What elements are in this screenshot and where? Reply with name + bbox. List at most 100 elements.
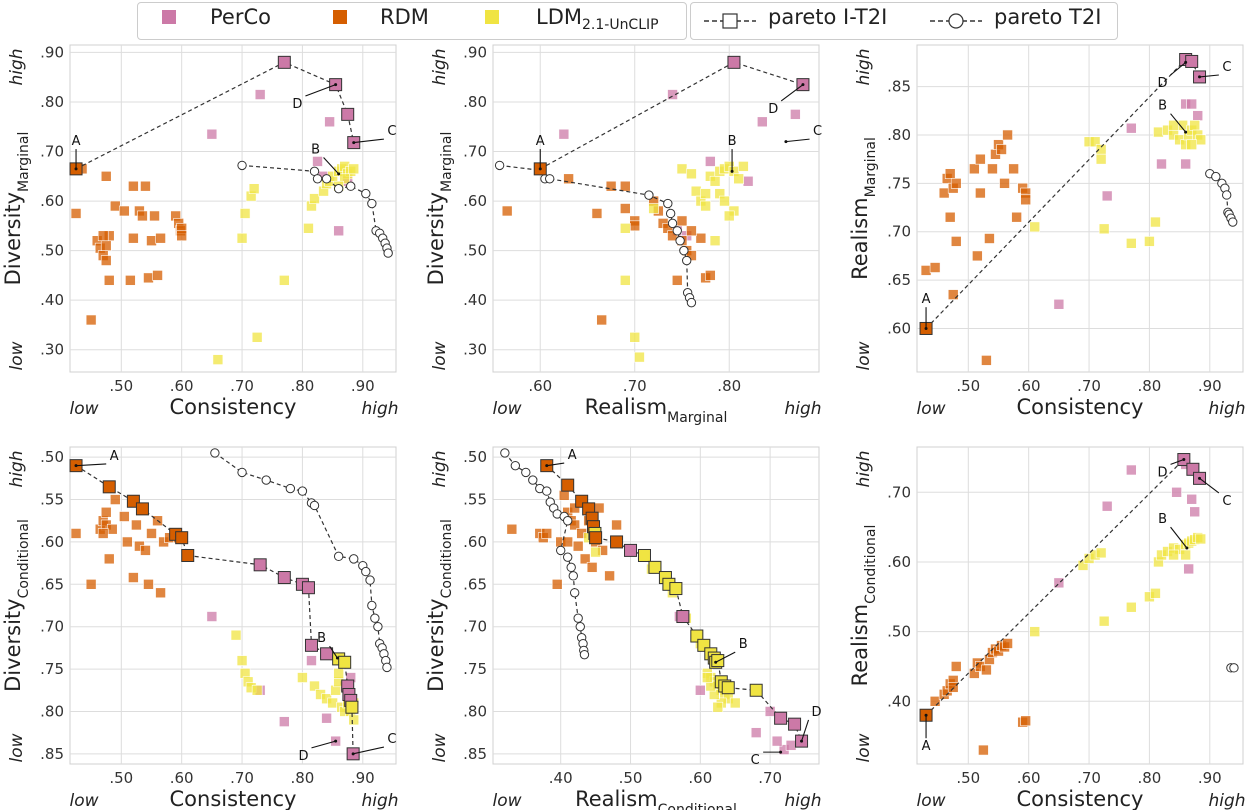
y-axis-low-label: low [7,341,27,370]
y-axis-low-label: low [430,733,450,762]
y-tick-label: .50 [887,623,911,641]
annotation-point [74,167,78,171]
data-point [619,223,631,234]
data-point [551,579,563,590]
data-point [771,735,783,747]
x-tick-label: .80 [290,769,314,787]
data-point [785,740,797,751]
data-point [978,744,989,756]
y-tick-label: .70 [463,143,487,161]
y-tick-label: .80 [40,702,64,720]
data-point [155,232,166,244]
data-point [619,180,631,192]
pareto-i-t2i-line [925,58,1201,329]
annotation-label: C [387,124,396,139]
data-point [596,314,607,326]
series-pareto-i-t2i [540,459,809,748]
data-point [742,175,754,187]
annotation-label: D [292,97,302,112]
pareto-i-t2i-point [721,681,735,695]
pareto-i-t2i-point [345,700,359,714]
data-point [103,553,115,565]
pareto-t2i-point [365,575,375,585]
data-point [1101,500,1113,512]
pareto-i-t2i-point [338,655,352,669]
data-point [686,225,697,237]
data-point [944,168,956,179]
subplot-2: .60 .70 .80 .30 .40 .50 .60 .70 .80 .90 A B C D Realis… [424,43,822,426]
data-point [176,230,187,242]
data-point [1180,158,1191,170]
y-axis-low-label: low [854,341,874,370]
annotation-point [779,750,783,754]
x-tick-label: .80 [1137,769,1161,787]
pareto-t2i-point [261,475,271,485]
pareto-t2i-point [346,181,356,191]
y-tick-label: .60 [463,533,487,551]
y-tick-label: .60 [40,533,64,551]
x-tick-label: .70 [623,377,647,395]
data-point [106,523,118,535]
series-pareto-t2i [1205,168,1238,227]
data-point [593,502,605,514]
data-point [97,230,109,242]
x-tick-label: .90 [351,377,375,395]
y-tick-label: .55 [40,491,64,509]
y-tick-label: .60 [887,319,911,337]
data-point [239,208,251,219]
data-point [695,684,706,696]
data-point [738,161,749,172]
data-point [309,193,320,204]
data-point [312,156,323,167]
annotation-arrow [353,746,385,755]
legend-label-perco: PerCo [210,5,271,29]
pareto-t2i-point [568,571,578,581]
annotation-label: D [1158,76,1168,91]
data-point [506,523,518,535]
data-point [321,712,332,724]
data-point [947,289,959,300]
data-point [1077,560,1089,571]
data-point [611,519,622,531]
data-point [969,163,980,175]
data-point [1098,615,1110,627]
pareto-i-t2i-point [624,543,638,557]
y-axis-label: DiversityConditional [424,519,455,692]
x-tick-label: .60 [1017,769,1041,787]
data-point [339,173,350,185]
data-point [1150,216,1161,228]
data-point [705,270,716,281]
pareto-t2i-line [504,452,585,655]
x-tick-label: .50 [109,769,133,787]
pareto-i-t2i-point [648,560,662,574]
data-point [1053,577,1065,589]
subplot-4: .50 .60 .70 .80 .90 .50 .55 .60 .65 .70 .75 .80 .85 A… [1,446,399,810]
series-pareto-t2i [210,448,392,673]
data-point [981,355,992,366]
data-point [100,506,112,518]
x-tick-label: .50 [109,377,133,395]
y-tick-label: .90 [463,43,487,61]
data-point [686,168,697,180]
data-point [251,332,263,343]
x-axis-high-label: high [361,399,398,419]
y-tick-label: .60 [40,192,64,210]
data-point [348,163,360,175]
pareto-t2i-point [237,467,247,478]
pareto-i-t2i-point [253,558,267,572]
annotation-arrow [715,651,736,663]
annotation-point [1198,75,1202,79]
data-point [1126,601,1137,613]
data-point [279,275,290,286]
data-point [1002,638,1013,649]
pareto-t2i-point [309,500,320,511]
series-pareto-t2i [494,160,697,308]
pareto-i-t2i-point [669,582,683,596]
series-pareto-t2i [500,448,590,660]
y-tick-label: .85 [40,745,64,763]
data-point [146,528,157,539]
annotation-label: C [387,732,396,747]
data-point [1189,119,1201,131]
pareto-t2i-point [686,297,697,308]
annotation-label: B [311,142,320,157]
